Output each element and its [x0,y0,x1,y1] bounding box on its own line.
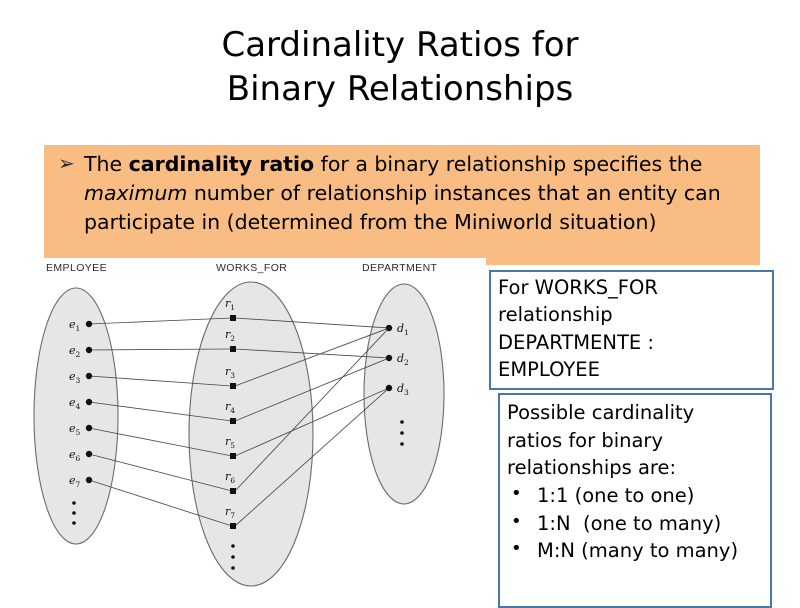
department-entity-ellipse [363,283,445,505]
relationship-continuation-dot [231,544,235,548]
department-continuation-dot [400,431,404,435]
relationship-node-square [230,315,236,321]
employee-node-label: e1 [69,318,80,333]
department-node-label: d2 [397,352,409,367]
note-box-2-line: relationships are: [507,456,677,480]
employee-node-label: e3 [69,370,81,385]
entity-set-label-department: DEPARTMENT [362,262,438,274]
relationship-node-square [230,523,236,529]
definition-callout: ➢ The cardinality ratio for a binary rel… [44,145,760,265]
page-title: Cardinality Ratios for Binary Relationsh… [0,24,800,111]
note-box-1-line: EMPLOYEE [498,357,600,381]
employee-node-dot [85,398,93,406]
relationship-node-label: r5 [225,435,235,450]
employee-node-label: e6 [69,448,81,463]
department-continuation-dot [400,420,404,424]
employee-entity-ellipse [33,287,119,545]
department-node-dot [385,324,393,332]
callout-text-part-1: The [84,152,129,176]
works-for-relationship-ellipse [188,281,314,587]
list-item-label: 1:1 (one to one) [537,484,695,508]
employee-node-dot [85,424,93,432]
employee-nodes: e1 e2 e3 e4 e5 e6 e7 [69,318,93,525]
employee-continuation-dot [72,511,76,515]
employee-continuation-dot [72,521,76,525]
callout-term-italic: maximum [84,181,188,205]
list-item: • 1:N (one to many) [507,510,764,538]
employee-node-label: e2 [69,344,81,359]
employee-node-dot [85,476,93,484]
note-box-1-line: relationship [498,303,613,327]
relationship-node-label: r7 [225,505,235,520]
callout-text-part-3: for a binary relationship specifies the [314,152,703,176]
employee-node-dot [85,450,93,458]
employee-node-label: e4 [69,396,81,411]
department-continuation-dot [400,442,404,446]
employee-node-label: e7 [69,474,81,489]
arrow-bullet-icon: ➢ [58,151,75,175]
callout-bullet-row: ➢ The cardinality ratio for a binary rel… [44,145,760,237]
note-box-1-line: DEPARTMENTE : [498,330,654,354]
department-node-dot [385,384,393,392]
entity-set-label-employee: EMPLOYEE [46,262,107,274]
list-item: • M:N (many to many) [507,537,764,565]
employee-continuation-dot [72,501,76,505]
relationship-node-square [230,418,236,424]
relationship-continuation-dot [231,555,235,559]
employee-node-dot [85,320,93,328]
er-instance-diagram: EMPLOYEE WORKS_FOR DEPARTMENT [16,258,486,600]
page-title-line-1: Cardinality Ratios for [221,25,579,65]
works-for-cardinality-note: For WORKS_FOR relationship DEPARTMENTE :… [489,270,774,390]
page-title-line-2: Binary Relationships [226,68,574,109]
note-box-2-line: ratios for binary [507,428,663,452]
employee-to-relationship-edges [88,317,233,527]
list-item-label: 1:N (one to many) [537,511,722,535]
relationship-node-square [230,488,236,494]
note-box-2-line: Possible cardinality [507,401,695,424]
note-box-1-content: For WORKS_FOR relationship DEPARTMENTE :… [491,272,772,388]
possible-cardinality-ratios-note: Possible cardinality ratios for binary r… [498,393,772,608]
bullet-icon: • [511,538,522,560]
department-node-label: d1 [397,322,409,337]
relationship-node-label: r2 [225,328,235,343]
cardinality-ratio-list: • 1:1 (one to one) • 1:N (one to many) •… [507,482,764,565]
bullet-icon: • [511,510,522,532]
list-item: • 1:1 (one to one) [507,482,764,510]
relationship-node-square [230,453,236,459]
callout-text: The cardinality ratio for a binary relat… [84,152,721,234]
relationship-set-label-works-for: WORKS_FOR [216,262,287,274]
note-box-2-content: Possible cardinality ratios for binary r… [500,395,770,565]
callout-text-part-5: number of relationship instances that an… [84,181,721,234]
note-box-1-line: cardinality ratio is 1:N [498,383,766,388]
relationship-nodes: r1 r2 r3 r4 r5 r6 r7 [225,297,236,570]
relationship-node-square [230,383,236,389]
relationship-node-label: r4 [225,400,235,415]
employee-node-dot [85,372,93,380]
relationship-to-department-edges [234,317,390,527]
bullet-icon: • [511,483,522,505]
department-nodes: d1 d2 d3 [385,322,409,446]
employee-node-dot [85,346,93,354]
list-item-label: M:N (many to many) [537,539,739,563]
relationship-node-label: r1 [225,297,235,312]
department-node-dot [385,354,393,362]
relationship-continuation-dot [231,566,235,570]
callout-term-bold: cardinality ratio [128,152,315,176]
relationship-node-label: r3 [225,365,235,380]
note-box-1-line: For WORKS_FOR [498,276,658,299]
relationship-node-label: r6 [225,470,235,485]
employee-node-label: e5 [69,422,81,437]
department-node-label: d3 [397,382,409,397]
relationship-node-square [230,346,236,352]
